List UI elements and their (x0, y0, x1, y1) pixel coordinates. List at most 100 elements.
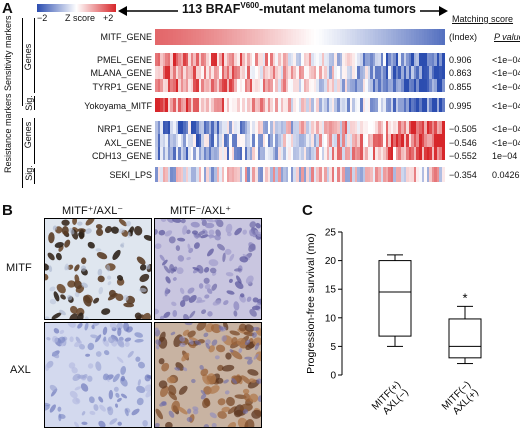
heatmap-cell (295, 53, 299, 66)
cell-nucleus (45, 316, 50, 319)
heatmap-cell (247, 167, 250, 182)
heatmap-cell (349, 167, 353, 182)
heatmap-cell (324, 53, 327, 66)
heatmap-cell (252, 167, 255, 182)
heatmap-cell (313, 147, 317, 160)
heatmap-cell (370, 147, 373, 160)
heatmap-cell (416, 29, 419, 45)
cell-nucleus (120, 375, 126, 382)
heatmap-cell (283, 147, 286, 160)
heatmap-cell (306, 121, 309, 134)
heatmap-cell (426, 98, 430, 112)
cell-nucleus (238, 323, 247, 332)
heatmap-cell (183, 167, 186, 182)
heatmap-cell (219, 66, 222, 79)
heatmap-cell (298, 147, 302, 160)
significance-asterisk: * (462, 290, 467, 305)
heatmap-cell (352, 29, 355, 45)
resistance-group-label: Resistance markers (3, 93, 13, 173)
heatmap-cell (157, 66, 161, 79)
heatmap-cell (293, 121, 296, 134)
heatmap-cell (365, 98, 368, 112)
heatmap-cell (367, 79, 371, 92)
heatmap-cell (165, 147, 168, 160)
heatmap-cell (288, 66, 291, 79)
heatmap-cell (347, 121, 350, 134)
heatmap-cell (262, 79, 266, 92)
heatmap-cell (272, 134, 276, 147)
heatmap-cell (442, 121, 445, 134)
heatmap-cell (424, 121, 427, 134)
heatmap-cell (426, 121, 430, 134)
heatmap-cell (385, 29, 389, 45)
cell-nucleus (244, 419, 255, 427)
cell-nucleus (85, 219, 95, 226)
heatmap-cell (188, 29, 191, 45)
cell-nucleus (45, 273, 49, 281)
matching-score-header: Matching score (452, 14, 514, 24)
heatmap-cell (211, 98, 214, 112)
heatmap-cell (329, 79, 332, 92)
cell-nucleus (138, 287, 147, 293)
cell-nucleus (97, 268, 103, 276)
cell-nucleus (69, 336, 74, 343)
heatmap-cell (413, 167, 417, 182)
heatmap-cell (416, 147, 419, 160)
heatmap-cell (311, 121, 314, 134)
heatmap-cell (180, 134, 184, 147)
heatmap-cell (257, 79, 261, 92)
heatmap-cell (336, 147, 340, 160)
heatmap-cell (380, 167, 384, 182)
heatmap-cell (260, 66, 263, 79)
heatmap-cell (301, 134, 304, 147)
heatmap-cell (395, 66, 399, 79)
heatmap-cell (298, 29, 302, 45)
heatmap-cell (252, 29, 255, 45)
heatmap-cell (229, 167, 232, 182)
heatmap-cell (436, 147, 440, 160)
heatmap-cell (390, 98, 394, 112)
heatmap-cell (183, 66, 186, 79)
cell-nucleus (184, 323, 193, 326)
heatmap-cell (319, 29, 322, 45)
heatmap-cell (237, 121, 240, 134)
heatmap-cell (321, 66, 325, 79)
heatmap-cell (326, 167, 330, 182)
cell-nucleus (124, 341, 130, 347)
heatmap-cell (229, 29, 232, 45)
heatmap-cell (334, 29, 337, 45)
heatmap-cell (418, 98, 422, 112)
heatmap-cell (344, 66, 348, 79)
heatmap-cell (162, 29, 166, 45)
heatmap-cell (213, 79, 217, 92)
heatmap-cell (211, 121, 214, 134)
heatmap-cell (198, 167, 202, 182)
heatmap-cell (429, 134, 432, 147)
heatmap-cell (380, 121, 384, 134)
heatmap-cell (260, 134, 263, 147)
heatmap-cell (298, 98, 302, 112)
heatmap-cell (367, 167, 371, 182)
heatmap-cell (234, 134, 237, 147)
heatmap-cell (175, 66, 179, 79)
heatmap-cell (393, 121, 396, 134)
cell-nucleus (168, 410, 175, 418)
cell-nucleus (74, 421, 80, 427)
cell-nucleus (95, 351, 102, 357)
heatmap-cell (254, 147, 258, 160)
heatmap-cell (372, 53, 376, 66)
heatmap-cell (388, 66, 391, 79)
heatmap-cell (252, 121, 255, 134)
heatmap-cell (270, 134, 273, 147)
heatmap-title: 113 BRAFV600-mutant melanoma tumors (178, 1, 421, 17)
heatmap-cell (298, 167, 302, 182)
sensitivity-group-label: Sensitivity markers (3, 15, 13, 91)
pvalue-mlana: <1e−04 (492, 68, 520, 78)
heatmap-cell (162, 121, 166, 134)
heatmap-cell (360, 79, 363, 92)
cell-nucleus (89, 410, 96, 416)
heatmap-cell (311, 79, 314, 92)
heatmap-cell (362, 121, 366, 134)
heatmap-cell (424, 167, 427, 182)
cell-nucleus (187, 408, 192, 414)
